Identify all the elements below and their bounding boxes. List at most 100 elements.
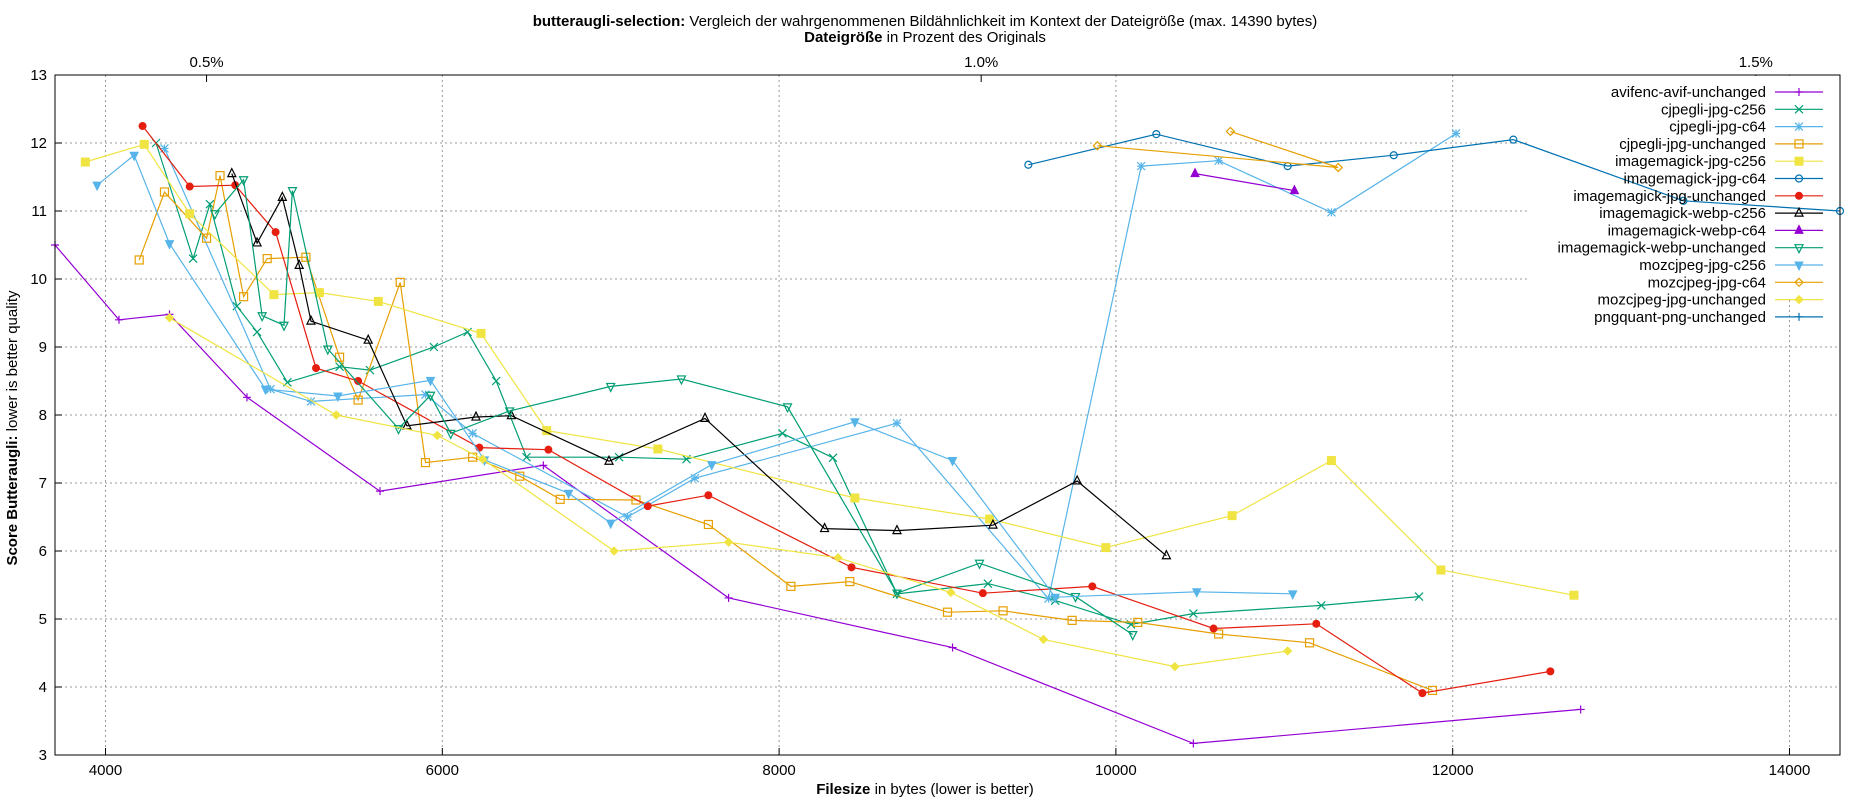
data-point	[239, 292, 249, 302]
data-point	[1326, 456, 1336, 466]
legend-item: imagemagick-webp-c256	[1599, 205, 1823, 222]
data-point	[1418, 689, 1427, 698]
series-line	[214, 178, 1134, 636]
data-point	[188, 254, 198, 264]
data-point	[1170, 661, 1180, 672]
data-point	[778, 428, 787, 438]
legend-label: pngquant-png-unchanged	[1594, 309, 1766, 326]
series-cjpegli-jpg-c64	[160, 129, 1461, 604]
legend-label: mozcjpeg-jpg-c256	[1639, 257, 1766, 274]
legend-item: imagemagick-jpg-unchanged	[1573, 188, 1823, 205]
legend-item: avifenc-avif-unchanged	[1611, 84, 1823, 101]
data-point	[314, 288, 324, 298]
data-point	[1679, 196, 1688, 205]
data-point	[425, 391, 436, 402]
legend-item: cjpegli-jpg-c256	[1661, 101, 1823, 118]
series-mozcjpeg-jpg-unchanged	[164, 313, 1293, 672]
series-line	[169, 317, 1288, 668]
grid	[55, 75, 1840, 755]
data-point	[215, 171, 225, 181]
data-point	[1152, 130, 1161, 139]
data-point	[539, 461, 548, 470]
series-imagemagick-jpg-c64	[1024, 130, 1845, 216]
legend-marker	[1794, 206, 1804, 217]
y-tick-label: 13	[30, 67, 47, 84]
series-line	[163, 132, 1457, 600]
data-point	[700, 412, 710, 422]
legend-label: imagemagick-jpg-c64	[1623, 171, 1766, 188]
data-point	[138, 122, 147, 130]
series-line	[96, 154, 1293, 598]
data-point	[1227, 511, 1237, 521]
data-point	[1209, 624, 1218, 633]
data-point	[260, 385, 271, 396]
legend-item: imagemagick-jpg-c64	[1623, 171, 1823, 188]
legend-marker	[1794, 122, 1804, 132]
data-point	[139, 139, 149, 149]
data-point	[363, 333, 374, 344]
data-point	[129, 151, 139, 162]
data-point	[892, 589, 902, 600]
data-point	[185, 209, 195, 219]
data-point	[1191, 588, 1202, 598]
data-point	[1092, 140, 1103, 151]
legend-marker	[1794, 174, 1804, 183]
series-imagemagick-webp-c256	[226, 167, 1172, 560]
data-point	[1127, 631, 1138, 641]
data-point	[1088, 582, 1097, 591]
data-point	[522, 452, 531, 462]
data-point	[1072, 474, 1083, 485]
data-point	[892, 524, 902, 535]
data-point	[948, 643, 957, 652]
y-tick-label: 10	[30, 271, 47, 288]
data-point	[1225, 126, 1236, 137]
chart-title: butteraugli-selection: Vergleich der wah…	[533, 13, 1318, 30]
legend-marker	[1794, 244, 1804, 255]
series-mozcjpeg-jpg-c256	[92, 151, 1298, 604]
legend-marker	[1794, 139, 1804, 149]
y-tick-label: 5	[39, 611, 47, 628]
data-point	[376, 487, 385, 496]
data-point	[724, 593, 733, 602]
x2-tick-label: 1.0%	[964, 54, 998, 71]
x-tick-label: 10000	[1095, 762, 1137, 779]
data-point	[1287, 590, 1298, 600]
x2-tick-label: 0.5%	[189, 54, 223, 71]
data-point	[1546, 667, 1555, 676]
data-point	[373, 296, 383, 306]
data-point	[1312, 619, 1321, 628]
data-point	[475, 443, 484, 452]
data-point	[1067, 615, 1077, 625]
data-point	[420, 458, 431, 468]
data-point	[294, 259, 305, 269]
legend: avifenc-avif-unchangedcjpegli-jpg-c256cj…	[1558, 84, 1823, 326]
data-point	[983, 579, 993, 589]
data-point	[703, 519, 713, 530]
data-point	[985, 514, 995, 524]
series-cjpegli-jpg-c256	[151, 138, 1424, 629]
data-point	[1316, 600, 1326, 610]
legend-item: cjpegli-jpg-unchanged	[1619, 136, 1823, 153]
data-point	[1327, 207, 1336, 217]
data-point	[563, 489, 574, 500]
data-point	[134, 255, 144, 265]
data-point	[468, 428, 478, 438]
data-point	[605, 382, 616, 393]
data-point	[429, 342, 439, 352]
series-line	[231, 173, 1167, 557]
series-imagemagick-webp-c64	[1190, 167, 1300, 195]
data-point	[623, 512, 632, 522]
x-tick-label: 4000	[89, 762, 122, 779]
data-point	[1569, 590, 1579, 600]
legend-item: pngquant-png-unchanged	[1594, 309, 1823, 326]
data-point	[1161, 549, 1172, 560]
series-line	[1097, 130, 1339, 169]
legend-item: cjpegli-jpg-c64	[1669, 119, 1823, 136]
x-axis-label: Filesize in bytes (lower is better)	[816, 781, 1034, 798]
data-point	[892, 418, 902, 428]
data-point	[643, 502, 652, 511]
data-point	[609, 546, 619, 556]
data-point	[242, 393, 251, 402]
data-point	[1282, 646, 1293, 656]
data-point	[1333, 162, 1344, 173]
